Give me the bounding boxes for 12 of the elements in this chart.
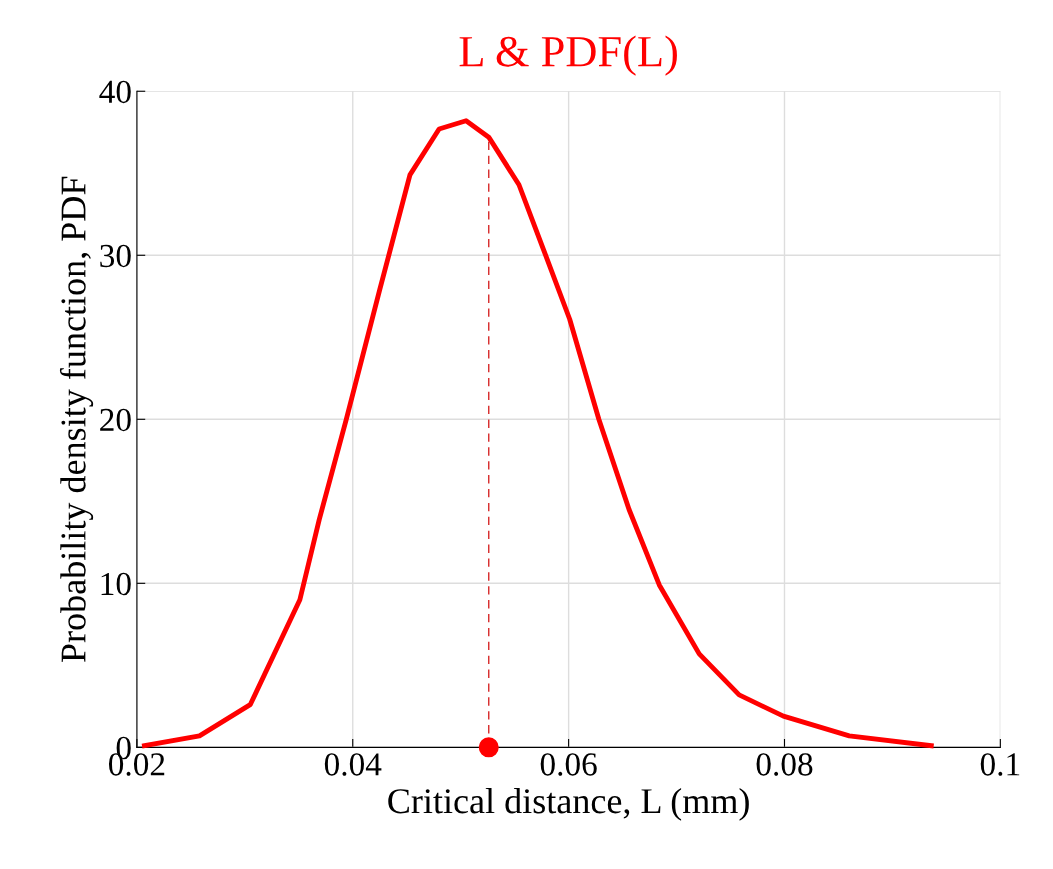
chart-title: L & PDF(L) [459, 35, 677, 76]
y-tick-label: 20 [100, 408, 131, 432]
x-tick-label: 0.1 [980, 753, 1020, 776]
y-axis-title: Probability density function, PDF [59, 176, 94, 662]
y-tick-label: 30 [100, 244, 131, 268]
y-tick-label: 40 [99, 80, 131, 104]
x-tick-label: 0.06 [540, 753, 597, 776]
x-axis-title: Critical distance, L (mm) [388, 787, 749, 821]
x-tick-label: 0.04 [324, 753, 382, 776]
x-tick-label: 0.08 [756, 753, 813, 776]
y-tick-label: 10 [101, 572, 131, 596]
line-series [142, 118, 934, 749]
